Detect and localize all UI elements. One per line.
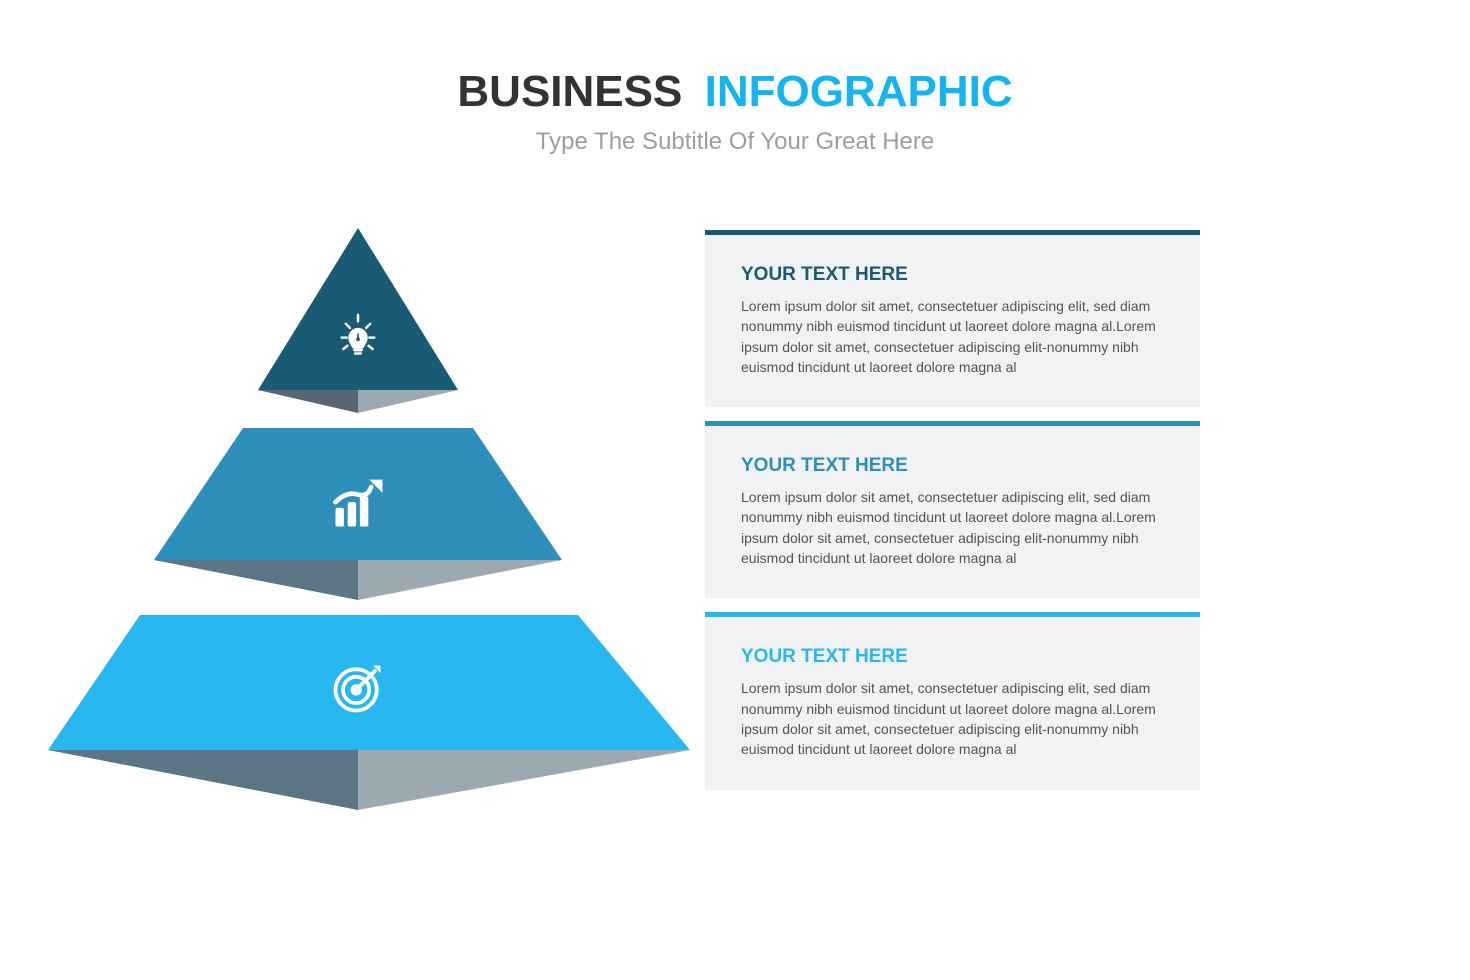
card-title: YOUR TEXT HERE: [741, 455, 1164, 477]
card-2: YOUR TEXT HERE Lorem ipsum dolor sit ame…: [705, 421, 1200, 598]
subtitle: Type The Subtitle Of Your Great Here: [0, 128, 1470, 156]
title-word-2: INFOGRAPHIC: [705, 70, 1013, 114]
text-cards: YOUR TEXT HERE Lorem ipsum dolor sit ame…: [705, 230, 1200, 804]
header: BUSINESS INFOGRAPHIC Type The Subtitle O…: [0, 70, 1470, 156]
card-3: YOUR TEXT HERE Lorem ipsum dolor sit ame…: [705, 612, 1200, 789]
pyramid-graphic: [40, 210, 710, 830]
lightbulb-icon: [332, 310, 384, 362]
card-body: Lorem ipsum dolor sit amet, consectetuer…: [741, 678, 1164, 759]
card-accent-bar: [705, 612, 1200, 617]
infographic-canvas: BUSINESS INFOGRAPHIC Type The Subtitle O…: [0, 0, 1470, 980]
card-accent-bar: [705, 230, 1200, 235]
card-1: YOUR TEXT HERE Lorem ipsum dolor sit ame…: [705, 230, 1200, 407]
growth-chart-icon: [328, 474, 388, 534]
main-title: BUSINESS INFOGRAPHIC: [0, 70, 1470, 114]
card-body: Lorem ipsum dolor sit amet, consectetuer…: [741, 487, 1164, 568]
card-body: Lorem ipsum dolor sit amet, consectetuer…: [741, 296, 1164, 377]
card-accent-bar: [705, 421, 1200, 426]
card-title: YOUR TEXT HERE: [741, 264, 1164, 286]
title-word-1: BUSINESS: [457, 70, 682, 114]
target-icon: [328, 658, 388, 718]
card-title: YOUR TEXT HERE: [741, 646, 1164, 668]
